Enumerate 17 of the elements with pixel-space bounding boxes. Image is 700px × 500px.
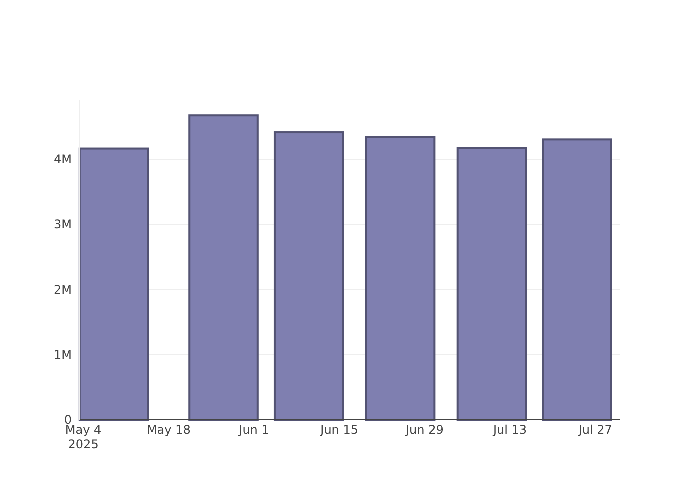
x-tick-label: Jun 15: [320, 423, 359, 437]
x-tick-label: Jul 27: [578, 423, 612, 437]
bar: [365, 136, 436, 421]
y-tick-label: 2M: [54, 282, 72, 297]
y-tick-label: 1M: [54, 348, 72, 362]
bar: [188, 114, 259, 421]
x-tick-label: May 4 2025: [65, 423, 102, 452]
bar: [542, 138, 612, 421]
x-tick-label: Jul 13: [492, 423, 528, 437]
x-tick-label: Jun 1: [238, 423, 270, 437]
y-tick-label: 3M: [54, 218, 72, 232]
y-tick-label: 4M: [54, 152, 72, 167]
bar: [456, 147, 528, 421]
x-tick-label: May 18: [146, 423, 191, 437]
x-tick-label: Jun 29: [405, 423, 444, 437]
bar: [78, 148, 150, 421]
bar: [274, 132, 344, 421]
